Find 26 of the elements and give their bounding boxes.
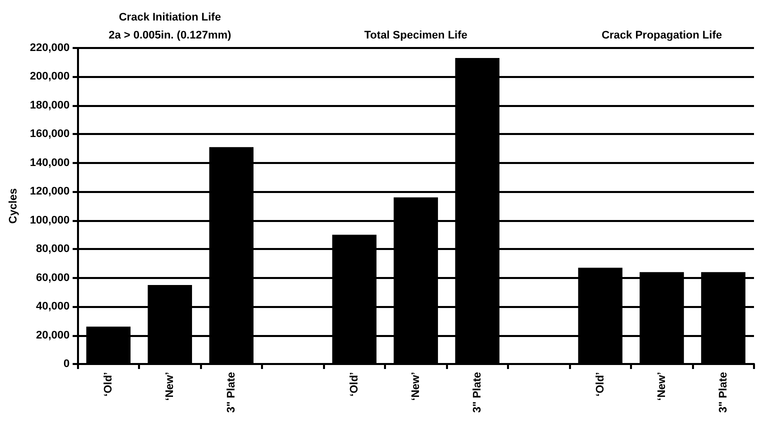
y-tick-label: 60,000 xyxy=(36,272,70,284)
y-tick-label: 20,000 xyxy=(36,329,70,342)
x-tick-label: ‘Old’ xyxy=(348,372,360,396)
x-tick-label: 3" Plate xyxy=(225,372,238,413)
y-tick-label: 120,000 xyxy=(30,186,70,198)
y-tick-label: 80,000 xyxy=(36,243,70,256)
y-tick-label: 220,000 xyxy=(30,42,70,54)
text: Crack Initiation Life xyxy=(118,12,221,24)
y-tick-label: 0 xyxy=(64,358,70,370)
x-tick-label: 3" Plate xyxy=(471,372,484,413)
text: Total Specimen Life xyxy=(364,30,468,42)
x-tick-label: 3" Plate xyxy=(717,372,730,413)
y-tick-label: 100,000 xyxy=(30,214,70,226)
y-tick-label: 180,000 xyxy=(30,99,70,112)
x-tick-label: ‘New’ xyxy=(164,372,176,401)
x-tick-label: ‘New’ xyxy=(656,372,668,401)
x-tick-label: ‘New’ xyxy=(410,372,422,401)
x-tick-label: ‘Old’ xyxy=(102,372,114,396)
text: 2a > 0.005in. (0.127mm) xyxy=(108,30,232,42)
y-tick-label: 40,000 xyxy=(36,300,70,313)
y-axis-title: Cycles xyxy=(8,188,20,224)
x-tick-label: ‘Old’ xyxy=(594,372,606,396)
y-tick-label: 140,000 xyxy=(30,156,70,169)
y-tick-label: 200,000 xyxy=(30,70,70,83)
text: Crack Propagation Life xyxy=(602,30,722,42)
y-tick-label: 160,000 xyxy=(30,128,70,140)
